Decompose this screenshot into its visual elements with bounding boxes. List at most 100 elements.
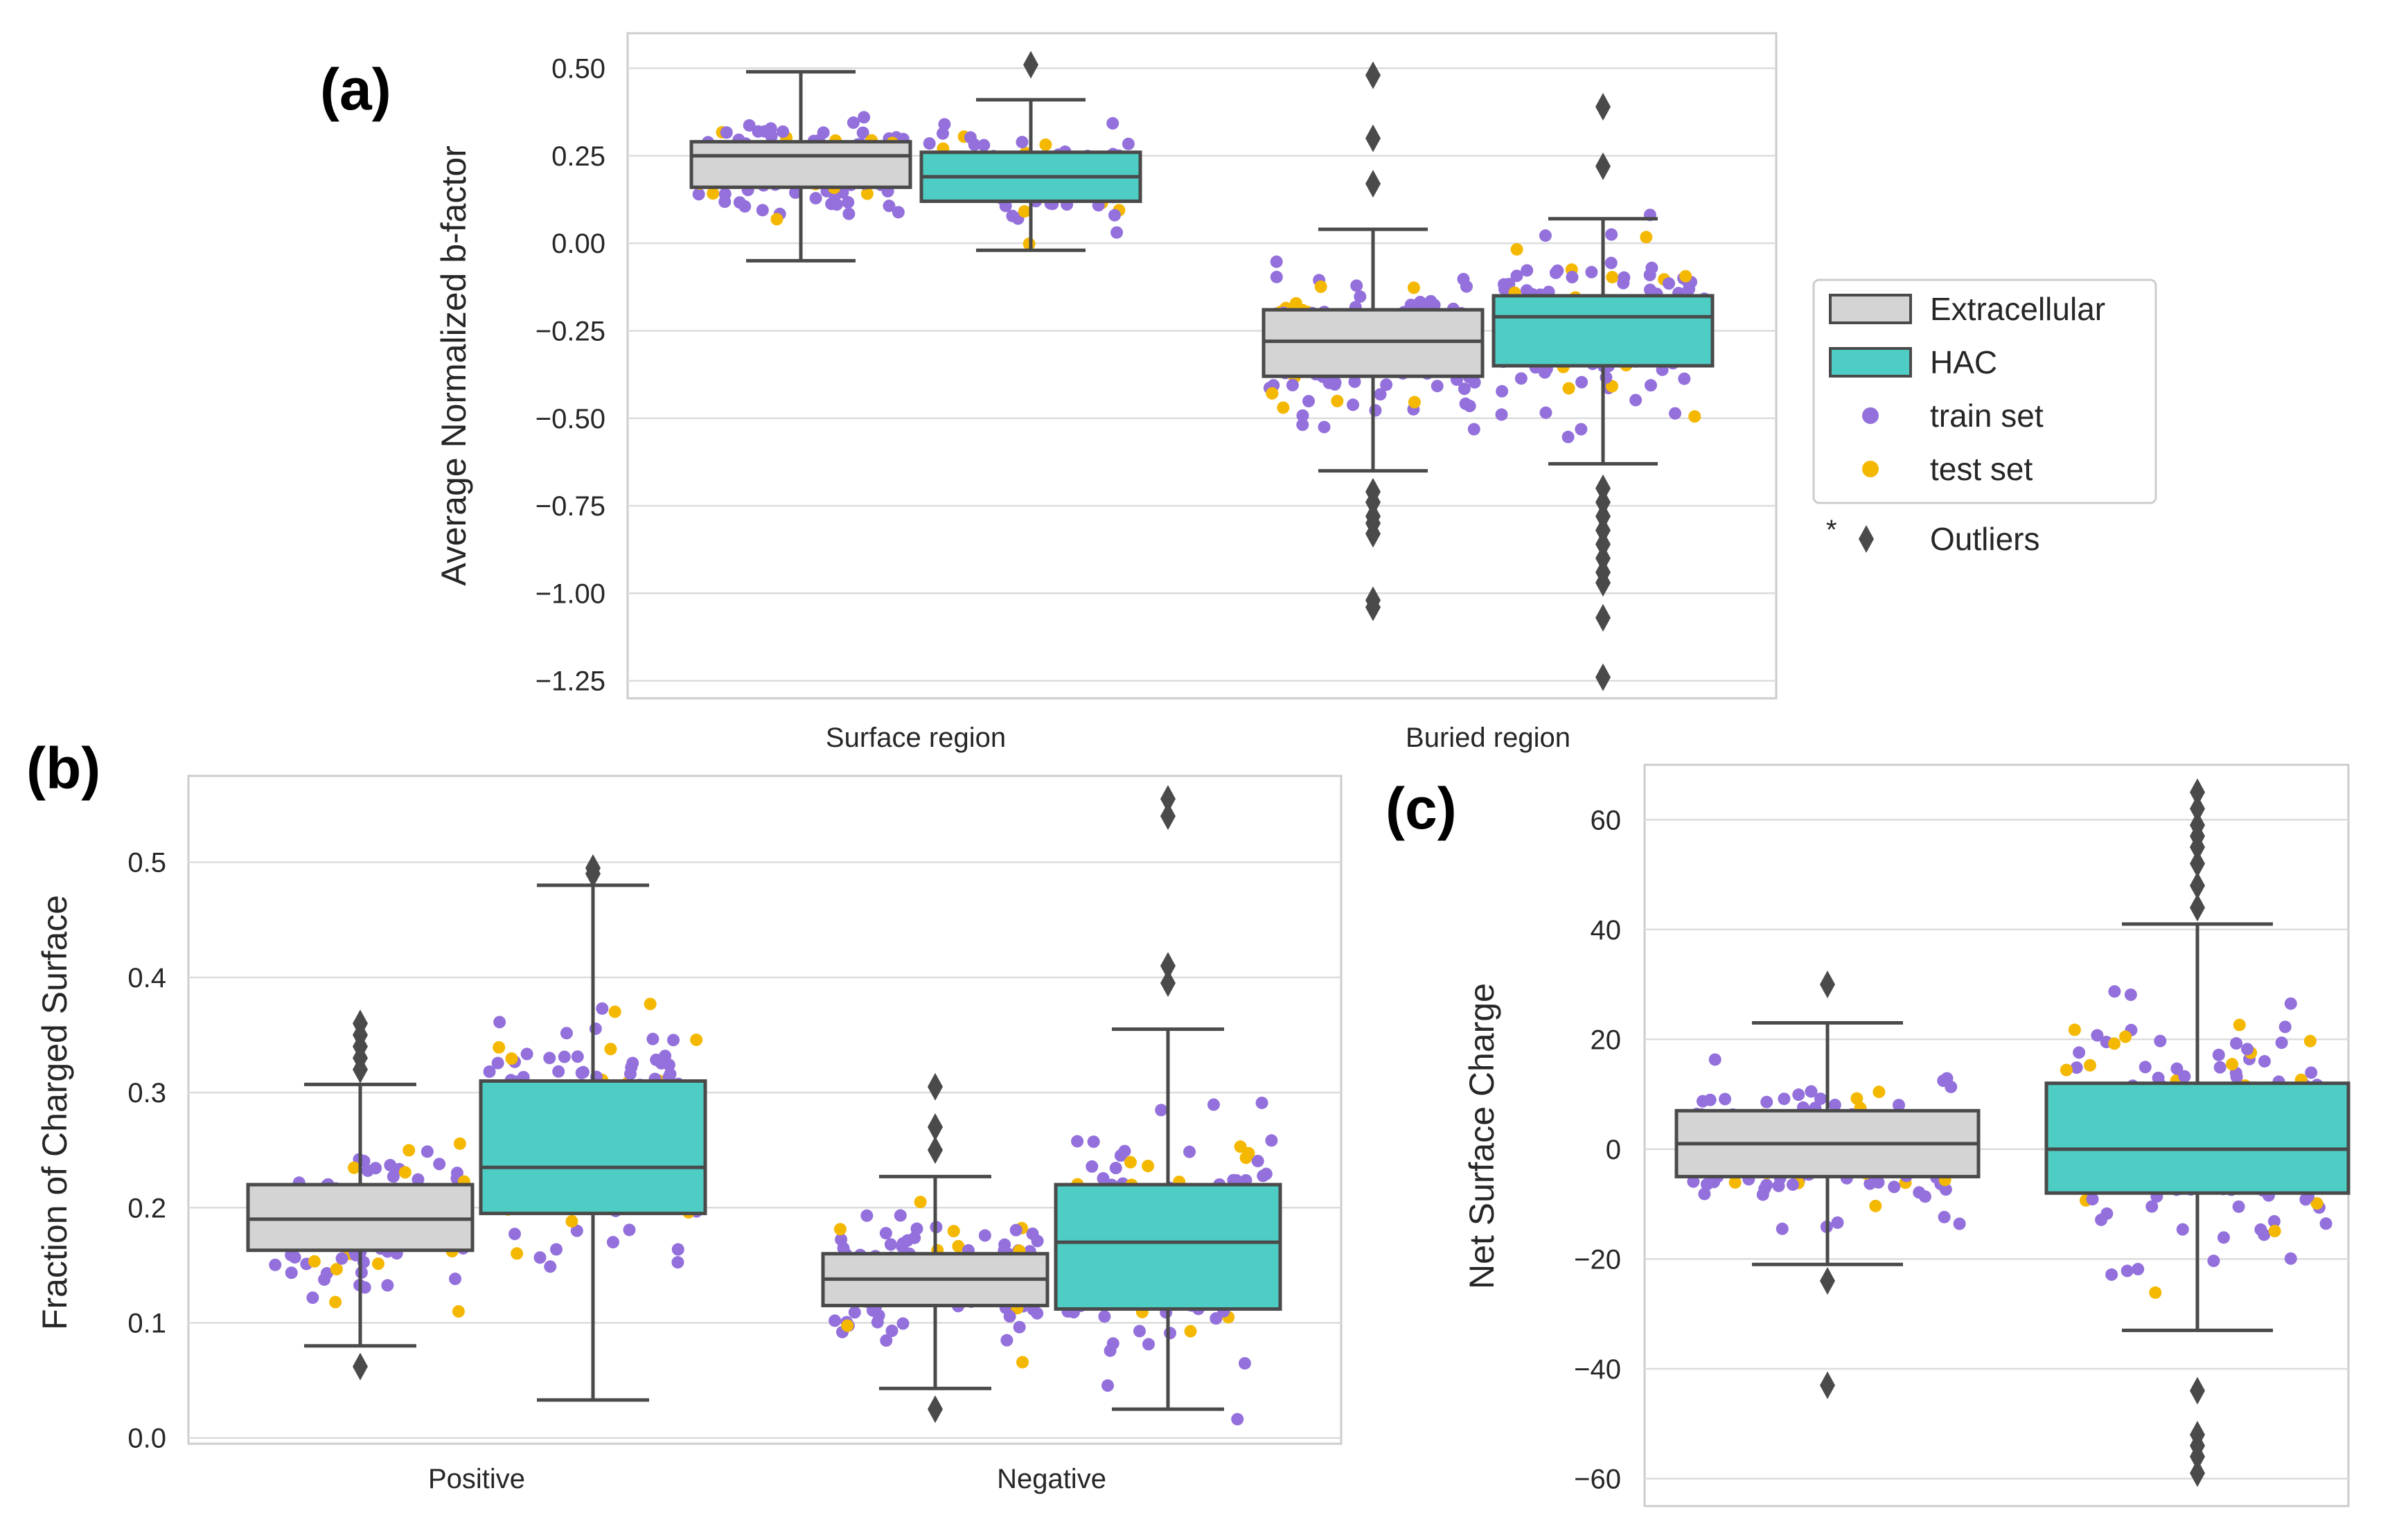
test-point [1510, 242, 1523, 256]
outlier-marker [1160, 802, 1176, 831]
train-point [1629, 393, 1643, 407]
train-point [1097, 1171, 1110, 1185]
train-point [1756, 1188, 1769, 1201]
train-point [1496, 384, 1509, 398]
legend-dot [1862, 461, 1879, 477]
train-point [664, 1068, 677, 1081]
yticks-c: −60 −40 −20 0 20 40 60 [1574, 805, 1621, 1494]
train-point [1071, 1135, 1084, 1148]
ylabel-a: Average Normalized b-factor [434, 145, 473, 585]
train-point [2230, 1070, 2243, 1083]
train-point [576, 1065, 590, 1079]
ytick-label: 0.4 [127, 963, 166, 993]
train-point [2305, 1066, 2318, 1079]
train-point [789, 186, 802, 200]
train-point [866, 1304, 879, 1317]
train-point [1585, 265, 1598, 278]
train-point [2145, 1200, 2159, 1213]
xtick-label: Negative [997, 1464, 1106, 1494]
test-point [2268, 1225, 2281, 1238]
train-point [543, 1052, 556, 1065]
train-point [880, 1334, 893, 1347]
test-point [2068, 1023, 2081, 1036]
train-point [1698, 1187, 1711, 1201]
test-point [329, 1295, 342, 1309]
train-point [1467, 423, 1480, 436]
train-point [1013, 1320, 1026, 1334]
train-point [1296, 418, 1309, 432]
test-point [348, 1161, 361, 1174]
outlier-marker [1595, 530, 1611, 558]
train-point [1259, 1167, 1273, 1180]
train-point [491, 1056, 504, 1070]
test-point [2149, 1286, 2162, 1299]
train-point [1872, 1176, 1885, 1189]
gridlines-a [628, 67, 1776, 682]
train-point [1892, 1099, 1905, 1112]
test-point [1018, 205, 1031, 218]
outlier-marker [2190, 871, 2205, 900]
train-point [1786, 1178, 1799, 1191]
train-point [1347, 398, 1360, 411]
outlier-marker [2190, 894, 2205, 922]
train-point [1618, 271, 1631, 284]
outlier-marker [1023, 51, 1038, 79]
outlier-marker [1595, 569, 1611, 597]
test-point [1640, 231, 1653, 244]
outlier-marker [928, 1136, 943, 1165]
train-point [756, 204, 769, 217]
outlier-marker [1365, 61, 1381, 89]
xticks-b: Positive Negative [428, 1464, 1106, 1494]
train-point [508, 1228, 522, 1241]
outlier-marker [1365, 520, 1381, 548]
test-point [493, 1041, 506, 1054]
legend-outlier-star: * [1826, 515, 1837, 545]
train-point [1939, 1183, 1952, 1196]
train-point [2108, 985, 2121, 998]
train-point [544, 1260, 557, 1273]
test-point [1331, 394, 1344, 407]
train-point [1009, 1223, 1022, 1237]
ytick-label: −0.75 [535, 491, 605, 522]
test-point [402, 1144, 416, 1157]
train-point [1938, 1210, 1951, 1223]
train-point [829, 1314, 842, 1327]
train-point [896, 1237, 910, 1250]
test-point [1039, 138, 1052, 151]
ytick-label: 0.5 [127, 848, 166, 878]
train-point [2258, 1054, 2271, 1068]
train-point [2213, 1061, 2226, 1074]
train-point [1708, 1053, 1721, 1066]
xticks-a: Surface region Buried region [826, 723, 1570, 753]
train-point [896, 1317, 910, 1330]
train-point [571, 1050, 584, 1063]
train-point [1101, 1379, 1114, 1392]
outlier-marker [1595, 516, 1611, 545]
train-point [718, 195, 732, 209]
train-point [318, 1273, 331, 1286]
test-point [1679, 269, 1692, 283]
train-point [1155, 1104, 1168, 1117]
train-point [847, 116, 860, 130]
train-point [646, 1032, 659, 1045]
ytick-label: 40 [1591, 915, 1622, 946]
train-point [1265, 1134, 1278, 1147]
panel-label-c: (c) [1386, 776, 1457, 841]
ytick-label: 0.25 [551, 141, 605, 172]
train-point [411, 1173, 425, 1186]
train-point [623, 1223, 636, 1237]
test-point [1850, 1092, 1863, 1105]
train-point [1109, 1162, 1122, 1175]
legend-swatch [1829, 294, 1912, 324]
train-point [1369, 404, 1382, 417]
train-point [560, 1027, 573, 1040]
outlier-marker [1365, 170, 1381, 198]
test-point [1873, 1086, 1886, 1099]
train-point [1696, 1095, 1709, 1108]
legend-items: Extracellular HAC train set test set [1829, 291, 2105, 487]
train-point [1561, 430, 1575, 443]
train-point [1114, 1149, 1127, 1162]
ytick-label: 0.50 [551, 54, 605, 85]
train-point [269, 1258, 282, 1271]
train-point [2267, 1215, 2281, 1228]
